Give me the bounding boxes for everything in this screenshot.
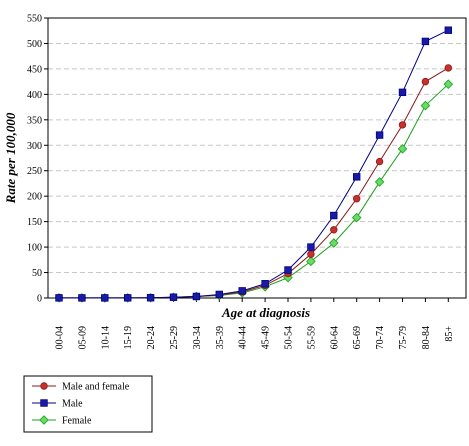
x-tick-label: 25-29 — [169, 326, 180, 349]
data-point — [330, 211, 338, 220]
data-point — [55, 294, 63, 302]
x-tick-label: 00-04 — [55, 326, 66, 349]
data-point — [307, 250, 315, 258]
y-tick-label: 450 — [27, 64, 42, 75]
data-point — [420, 100, 431, 111]
y-tick-label: 500 — [27, 39, 42, 50]
plot-area — [47, 17, 467, 299]
series-female — [54, 79, 454, 303]
data-point — [146, 294, 155, 302]
data-point — [374, 177, 385, 187]
y-tick-label: 200 — [27, 192, 42, 203]
data-point — [306, 256, 316, 267]
y-tick-label: 400 — [27, 90, 42, 101]
series-line — [58, 67, 449, 299]
legend-label: Female — [62, 416, 92, 427]
data-point — [375, 131, 384, 139]
x-tick-label: 10-14 — [100, 326, 111, 349]
legend-label: Male — [62, 399, 83, 410]
data-point — [330, 226, 338, 234]
x-tick-label: 15-19 — [123, 326, 134, 349]
y-axis-title: Rate per 100,000 — [3, 112, 18, 204]
series-male — [55, 26, 452, 302]
legend-label: Male and female — [62, 382, 130, 393]
series-lines — [54, 26, 454, 303]
data-point — [351, 212, 362, 223]
x-tick-label: 35-39 — [215, 326, 226, 349]
series-male-and-female — [55, 64, 452, 302]
data-point — [101, 294, 109, 302]
y-axis-ticks: 0 50 100 150 200 250 300 350 400 450 500 550 — [27, 14, 48, 305]
x-tick-label: 65-69 — [352, 326, 363, 349]
x-tick-label: 30-34 — [192, 326, 203, 349]
data-point — [421, 77, 430, 86]
legend-marker — [40, 382, 48, 390]
data-point — [238, 287, 246, 295]
x-tick-label: 80-84 — [421, 326, 432, 349]
y-tick-label: 150 — [27, 217, 42, 228]
y-tick-label: 300 — [27, 141, 42, 152]
data-point — [375, 157, 384, 166]
x-tick-label: 75-79 — [398, 326, 409, 349]
x-tick-label: 45-49 — [261, 326, 272, 349]
legend-marker — [40, 399, 48, 407]
data-point — [353, 195, 361, 203]
grid-lines — [48, 42, 466, 274]
y-tick-label: 550 — [27, 14, 42, 25]
data-point — [421, 37, 430, 46]
data-point — [398, 88, 407, 97]
legend-marker — [39, 415, 49, 425]
data-point — [307, 243, 315, 251]
y-tick-label: 100 — [27, 243, 42, 254]
data-point — [444, 64, 452, 72]
data-point — [192, 292, 201, 301]
data-point — [329, 238, 339, 248]
x-tick-label: 50-54 — [284, 326, 295, 349]
x-tick-label: 20-24 — [146, 326, 157, 349]
data-point — [284, 266, 292, 274]
y-tick-label: 0 — [37, 294, 42, 305]
x-tick-label: 55-59 — [306, 326, 317, 349]
data-point — [444, 26, 452, 34]
legend: Male and female Male Female — [23, 375, 153, 433]
data-point — [398, 121, 407, 129]
data-point — [124, 294, 132, 302]
x-tick-label: 70-74 — [375, 326, 386, 349]
x-tick-label: 60-64 — [329, 326, 340, 349]
data-point — [352, 173, 361, 181]
x-tick-label: 85+ — [444, 326, 455, 342]
data-point — [215, 290, 223, 299]
y-tick-label: 50 — [32, 268, 42, 279]
y-tick-label: 250 — [27, 166, 42, 177]
x-axis-title: Age at diagnosis — [221, 305, 310, 320]
data-point — [78, 294, 86, 302]
data-point — [443, 79, 454, 89]
x-tick-label: 40-44 — [238, 326, 249, 349]
y-tick-label: 350 — [27, 115, 42, 126]
x-tick-label: 05-09 — [77, 326, 88, 349]
data-point — [169, 293, 178, 301]
data-point — [261, 280, 269, 288]
series-line — [58, 29, 449, 299]
data-point — [397, 144, 408, 154]
